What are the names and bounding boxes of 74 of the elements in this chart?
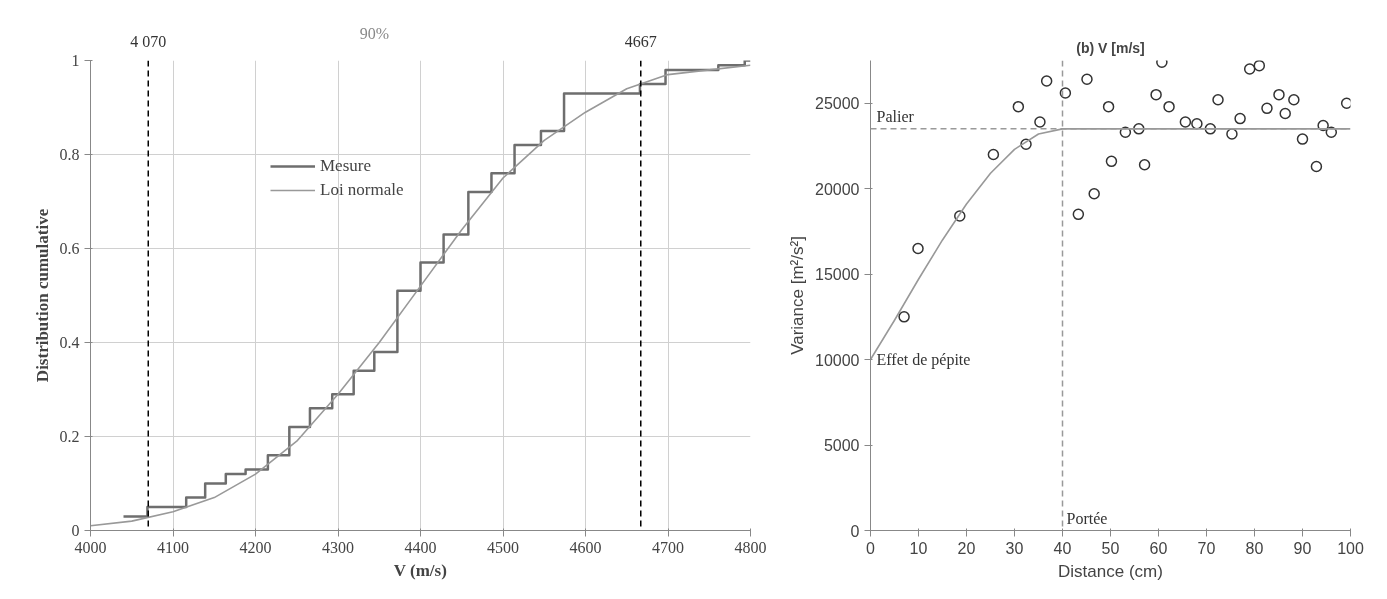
- ref-line-label: Palier: [876, 107, 915, 125]
- point: [1088, 188, 1100, 200]
- point: [1102, 100, 1115, 113]
- point: [1072, 208, 1085, 221]
- x-tick-label: 30: [1005, 539, 1024, 557]
- x-tick-label: 80: [1245, 539, 1264, 557]
- point: [1310, 160, 1323, 173]
- x-tick-label: 4300: [322, 538, 354, 556]
- x-tick-label: 4000: [74, 538, 107, 556]
- point: [1340, 97, 1351, 109]
- x-tick-label: 10: [909, 539, 928, 557]
- x-tick-label: 100: [1337, 539, 1364, 557]
- y-tick-label: 15000: [815, 266, 860, 284]
- y-axis-title: Variance [m²/s²]: [788, 236, 808, 355]
- point: [1226, 128, 1238, 140]
- x-tick-label: 4200: [239, 538, 272, 556]
- text: 90%: [359, 24, 389, 42]
- ref-line-label: Portée: [1066, 509, 1108, 527]
- point: [1105, 155, 1118, 168]
- x-tick-label: 4700: [652, 538, 684, 556]
- ref-line-label: 4 070: [130, 32, 167, 50]
- y-tick-label: 0.6: [59, 240, 80, 257]
- point: [1273, 88, 1285, 101]
- point: [912, 242, 924, 255]
- y-tick-label: 0: [850, 522, 860, 540]
- x-tick-label: 40: [1053, 539, 1072, 557]
- x-axis-title: Distance (cm): [1058, 561, 1163, 581]
- point: [898, 311, 910, 323]
- x-tick-label: 90: [1293, 539, 1312, 557]
- point: [1163, 100, 1175, 113]
- y-tick-label: 0.2: [59, 428, 80, 445]
- point: [1034, 116, 1046, 128]
- x-tick-label: 50: [1101, 539, 1120, 557]
- point: [1191, 118, 1203, 130]
- x-tick-label: 4600: [569, 538, 602, 556]
- point: [1059, 87, 1072, 99]
- point: [1279, 107, 1291, 120]
- y-tick-label: 5000: [823, 437, 860, 455]
- y-tick-label: 25000: [815, 95, 860, 113]
- point: [1040, 75, 1053, 87]
- y-tick-label: 0: [71, 522, 80, 539]
- legend-label: Mesure: [320, 156, 371, 176]
- x-tick-label: 60: [1149, 539, 1168, 557]
- y-tick-label: 0.4: [59, 334, 80, 351]
- point: [1288, 94, 1300, 106]
- point: [1261, 102, 1273, 115]
- ref-line-label: 4667: [624, 32, 657, 50]
- point: [1243, 63, 1256, 75]
- x-tick-label: 20: [957, 539, 976, 557]
- point: [1253, 60, 1266, 72]
- chart-title: (b) V [m/s]: [1076, 39, 1145, 56]
- y-axis-title: Distribution cumulative: [32, 208, 52, 383]
- point: [1179, 116, 1192, 128]
- y-tick-label: 0.8: [59, 146, 80, 163]
- point: [1212, 94, 1224, 106]
- x-tick-label: 4400: [404, 538, 437, 556]
- point: [1081, 73, 1093, 86]
- point: [1296, 133, 1309, 145]
- y-tick-label: 1: [71, 52, 80, 69]
- x-axis-title: V (m/s): [393, 560, 447, 580]
- x-tick-label: 4500: [487, 538, 519, 556]
- x-tick-label: 4800: [734, 538, 767, 556]
- point: [1150, 88, 1162, 101]
- point: [987, 148, 1000, 161]
- x-tick-label: 4100: [157, 538, 189, 556]
- y-tick-label: 20000: [815, 180, 860, 198]
- legend-label: Loi normale: [320, 180, 404, 200]
- point: [1234, 112, 1246, 125]
- point: [1138, 159, 1151, 171]
- x-tick-label: 0: [866, 539, 876, 557]
- x-tick-label: 70: [1197, 539, 1216, 557]
- point: [1012, 100, 1025, 113]
- y-tick-label: 10000: [815, 351, 860, 369]
- annotation: Effet de pépite: [876, 351, 971, 370]
